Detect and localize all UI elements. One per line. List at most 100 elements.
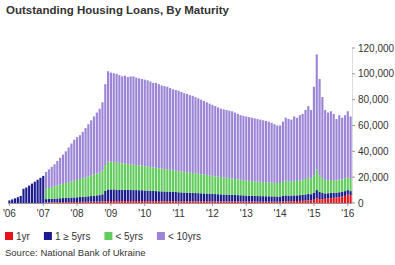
bar-segment [321,193,323,199]
bar-segment [93,196,95,202]
bar-segment [99,195,101,201]
bar-segment [237,179,239,195]
bar-segment [268,202,270,203]
bar-segment [240,115,242,180]
bar-segment [245,202,247,203]
bar-segment [341,197,343,203]
bar-segment [327,113,329,181]
bar-segment [279,183,281,197]
bar-segment [20,195,22,196]
bar-segment [203,175,205,194]
x-axis [8,203,352,204]
bar-segment [319,79,321,175]
bar-segment [189,193,191,202]
bar-segment [135,78,137,165]
bar-segment [121,190,123,201]
bar-segment [214,176,216,194]
bar-segment [290,196,292,202]
bar-segment [45,172,47,189]
bar-segment [152,167,154,191]
bar-segment [180,92,182,172]
bar-segment [132,201,134,203]
bar-segment [231,111,233,178]
bar-segment [144,80,146,167]
bar-segment [321,97,323,178]
bar-segment [293,116,295,180]
x-tick-label: '09 [104,208,117,219]
bar-segment [53,186,55,198]
bar-segment [186,172,188,192]
bar-segment [319,192,321,199]
bar-segment [324,180,326,194]
bar-segment [82,178,84,197]
bar-segment [20,196,22,203]
y-tick-label: 60,000 [358,120,389,131]
bar-segment [175,171,177,192]
bar-segment [132,190,134,201]
source: Source: National Bank of Ukraine [5,247,145,258]
bar-segment [51,187,53,199]
bar-segment [217,201,219,203]
bar-segment [268,196,270,201]
legend-swatch [157,232,165,240]
bar-segment [152,201,154,203]
bar-segment [273,124,275,183]
bar-segment [259,196,261,202]
bar-segment [42,175,44,176]
bar-segment [223,109,225,177]
bar-segment [135,190,137,201]
bar-segment [34,181,36,182]
bar-segment [37,179,39,180]
bar-segment [104,201,106,203]
bar-segment [324,193,326,198]
bar-segment [68,202,70,203]
bar-segment [84,202,86,203]
bar-segment [180,192,182,201]
legend-label: < 10yrs [168,231,201,242]
x-tick-label: '14 [274,208,287,219]
bar-segment [254,196,256,202]
y-tick [352,125,355,126]
bar-segment [265,182,267,196]
bar-segment [265,196,267,201]
bar-segment [316,54,318,169]
bar-segment [287,119,289,181]
bar-segment [344,191,346,196]
bar-segment [99,109,101,173]
bar-segment [237,201,239,203]
bar-segment [228,195,230,202]
bar-segment [90,120,92,175]
bar-segment [152,83,154,168]
bar-segment [189,201,191,203]
bar-segment [228,111,230,179]
bar-segment [350,116,352,178]
bar-segment [307,178,309,194]
bar-segment [158,191,160,201]
bar-segment [206,102,208,175]
bar-segment [271,183,273,197]
bar-segment [172,192,174,201]
bar-segment [197,174,199,193]
bar-segment [141,79,143,166]
bar-segment [220,194,222,201]
bar-segment [338,115,340,179]
bar-segment [141,190,143,201]
bar-segment [256,182,258,196]
bar-segment [242,116,244,180]
bar-segment [90,196,92,202]
bar-segment [299,201,301,203]
bar-segment [107,162,109,190]
bar-segment [34,182,36,203]
bar-segment [39,177,41,178]
bar-segment [293,201,295,203]
bar-segment [316,169,318,190]
bar-segment [118,201,120,203]
bar-segment [34,181,36,182]
bar-segment [175,90,177,171]
bar-segment [14,198,16,199]
bar-segment [107,201,109,203]
bar-segment [180,201,182,203]
bar-segment [234,201,236,203]
bar-segment [155,168,157,191]
bar-segment [118,163,120,190]
